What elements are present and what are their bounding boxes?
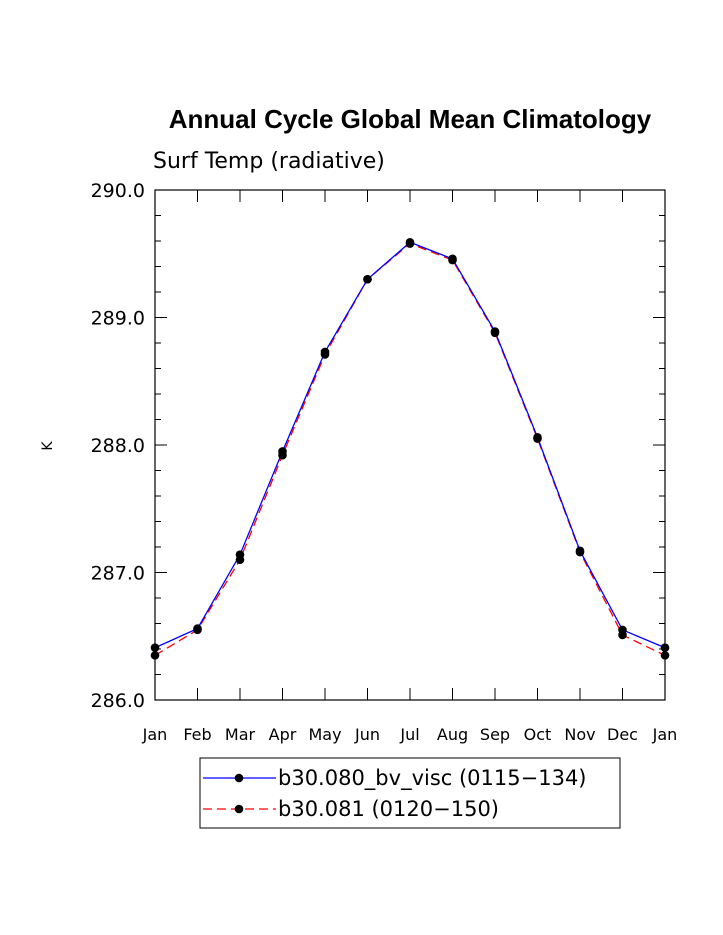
y-tick-label: 286.0 [91,690,145,712]
series-layer [150,237,670,660]
x-tick-label: May [308,725,341,744]
data-point [320,347,330,357]
y-axis-label: K [40,441,56,451]
legend-label-1: b30.080_bv_visc (0115−134) [278,766,587,791]
series-line-2 [154,242,666,656]
x-tick-label: Jun [354,725,380,744]
chart-subtitle: Surf Temp (radiative) [153,149,385,174]
x-tick-label: Nov [564,725,595,744]
plot-frame [154,189,666,701]
data-point [363,274,372,284]
y-tick-label: 290.0 [91,180,145,202]
data-point [618,625,627,635]
data-point [150,643,160,653]
x-tick-label: Jul [399,725,419,744]
chart-title: Annual Cycle Global Mean Climatology [169,104,652,134]
x-tick-label: Mar [225,725,256,744]
data-point [490,327,500,336]
data-point [235,550,245,559]
legend-label-2: b30.081 (0120−150) [278,797,499,821]
series-line-1 [154,241,666,649]
legend: b30.080_bv_visc (0115−134) b30.081 (0120−… [199,757,621,829]
legend-items: b30.080_bv_visc (0115−134) b30.081 (0120−… [203,766,587,821]
legend-box [199,757,621,829]
x-tick-label: Jan [142,725,168,744]
data-point [448,254,457,264]
data-point [405,237,415,247]
y-tick-label: 288.0 [91,435,145,457]
data-point [150,651,160,660]
x-tick-label: Dec [607,725,638,744]
x-tick-label: Sep [480,725,510,744]
x-tick-label: Aug [437,725,468,744]
legend-marker-2 [234,804,244,814]
axes-layer: Jan Feb Mar Apr May Jun Jul Aug Sep Oct Nov Dec Jan 2… [91,180,678,744]
x-tick-label: Jan [652,725,678,744]
data-point [575,546,585,556]
x-tick-label: Feb [183,725,211,744]
data-point [278,447,287,456]
x-tick-label: Apr [269,725,297,744]
legend-marker-1 [234,773,244,783]
y-tick-label: 287.0 [91,563,145,585]
x-tick-label: Oct [524,725,552,744]
data-point [533,433,542,442]
data-point [660,651,670,660]
y-tick-label: 289.0 [91,308,145,330]
data-point [193,624,202,633]
data-point [660,643,670,653]
